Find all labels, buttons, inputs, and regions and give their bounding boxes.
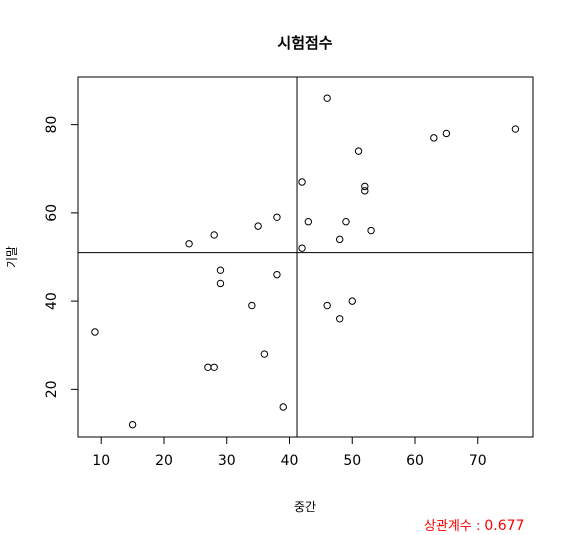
x-tick-label: 40 [281,453,299,469]
correlation-label: 상관계수 : [424,519,481,534]
data-point [273,213,281,221]
reference-lines [78,77,533,437]
data-point [248,301,256,310]
data-point [367,226,375,235]
data-point [216,279,225,288]
data-point [210,231,218,239]
data-point [323,301,331,310]
y-tick-label: 60 [44,204,60,222]
data-point [298,244,306,252]
y-axis: 20 40 60 80 [44,116,78,398]
data-point [361,182,369,191]
x-tick-label: 20 [155,453,173,469]
data-point [361,187,369,195]
data-point [91,328,99,336]
data-point [354,147,363,155]
y-tick-label: 40 [44,292,60,310]
data-point [323,94,331,102]
x-tick-label: 70 [469,453,487,469]
data-point [336,315,344,323]
data-point [254,222,262,230]
data-point [442,129,451,138]
data-point [210,363,218,371]
data-point [342,218,350,226]
data-point [336,235,344,244]
chart-title: 시험점수 [277,34,332,52]
data-point [260,350,269,358]
data-point [185,240,193,248]
data-point [273,270,281,279]
data-point [511,125,520,133]
y-tick-label: 80 [44,116,60,134]
data-point [304,218,313,226]
data-point [298,178,306,186]
y-tick-label: 20 [44,380,60,398]
x-tick-label: 10 [92,453,110,469]
x-axis: 10 20 30 40 50 60 70 [92,437,487,469]
data-point [216,266,225,274]
x-tick-label: 30 [218,453,236,469]
correlation-annotation: 상관계수 :0.677 [424,515,524,534]
plot-area-frame [77,76,534,438]
y-axis-label: 기말 [5,246,19,268]
data-point [128,420,137,429]
data-point [348,297,356,305]
data-point [430,134,438,142]
x-tick-label: 60 [406,453,424,469]
x-axis-label: 중간 [294,500,316,514]
data-point [279,403,287,411]
data-points [91,94,520,429]
data-point [204,363,212,371]
x-tick-label: 50 [343,453,361,469]
correlation-value: 0.677 [484,518,525,534]
